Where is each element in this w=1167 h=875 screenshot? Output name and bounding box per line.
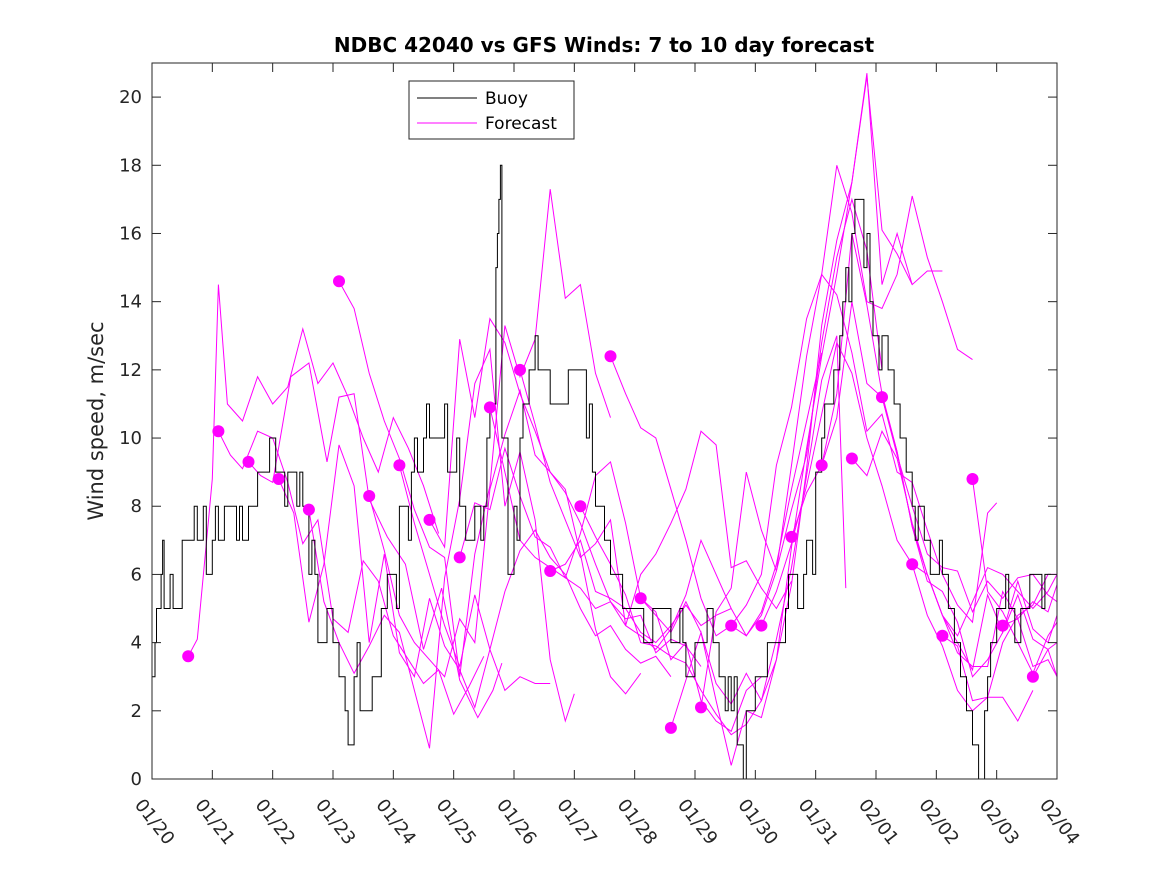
forecast-start-point bbox=[755, 619, 768, 632]
forecast-series-line bbox=[459, 446, 732, 651]
y-tick-label: 18 bbox=[119, 155, 142, 176]
y-tick-label: 14 bbox=[119, 292, 142, 313]
forecast-series-line bbox=[851, 429, 1057, 637]
forecast-series-line bbox=[278, 444, 551, 709]
y-tick-label: 12 bbox=[119, 360, 142, 381]
forecast-start-point bbox=[544, 565, 557, 577]
forecast-series-line bbox=[429, 317, 702, 667]
buoy-series-line bbox=[152, 164, 1051, 779]
forecast-series-line bbox=[700, 165, 973, 708]
forecast-series-line bbox=[368, 388, 642, 695]
forecast-start-point bbox=[423, 513, 436, 526]
forecast-start-point bbox=[574, 500, 587, 513]
y-tick-label: 8 bbox=[131, 496, 142, 517]
legend-box bbox=[408, 80, 575, 140]
legend: Buoy Forecast bbox=[408, 80, 575, 140]
buoy-lines bbox=[152, 164, 1051, 779]
y-tick-label: 6 bbox=[131, 564, 142, 585]
plot-frame bbox=[151, 62, 1058, 780]
chart-title: NDBC 42040 vs GFS Winds: 7 to 10 day for… bbox=[334, 33, 875, 57]
forecast-series-line bbox=[911, 563, 1057, 667]
forecast-start-point bbox=[936, 629, 949, 642]
forecast-start-point bbox=[996, 619, 1009, 632]
forecast-markers bbox=[182, 275, 1039, 734]
forecast-series-line bbox=[549, 352, 823, 644]
forecast-start-point bbox=[393, 459, 406, 472]
forecast-lines bbox=[187, 73, 1057, 766]
forecast-start-point bbox=[725, 619, 738, 632]
forecast-start-point bbox=[815, 459, 828, 472]
forecast-start-point bbox=[785, 530, 798, 543]
forecast-start-point bbox=[514, 363, 526, 376]
forecast-series-line bbox=[489, 407, 762, 733]
forecast-series-line bbox=[187, 284, 440, 657]
y-tick-label: 16 bbox=[119, 223, 142, 244]
forecast-start-point bbox=[1026, 670, 1039, 683]
y-tick-label: 2 bbox=[131, 701, 142, 722]
forecast-start-point bbox=[966, 473, 979, 485]
y-axis: 0 2 4 6 8 10 12 14 16 18 20 bbox=[119, 87, 1057, 790]
forecast-series-line bbox=[942, 573, 1057, 702]
forecast-start-point bbox=[634, 592, 647, 605]
forecast-start-point bbox=[302, 503, 315, 516]
forecast-series-line bbox=[670, 76, 943, 766]
forecast-start-point bbox=[363, 490, 376, 502]
forecast-series-line bbox=[1032, 642, 1057, 677]
forecast-start-point bbox=[876, 391, 888, 404]
forecast-series-line bbox=[730, 273, 998, 626]
y-tick-label: 10 bbox=[119, 428, 142, 449]
y-tick-label: 0 bbox=[131, 769, 142, 790]
forecast-start-point bbox=[182, 650, 195, 663]
forecast-series-line bbox=[398, 465, 672, 677]
forecast-start-point bbox=[272, 473, 285, 485]
forecast-series-line bbox=[338, 189, 611, 677]
forecast-start-point bbox=[212, 425, 225, 438]
forecast-start-point bbox=[242, 455, 255, 468]
forecast-series-line bbox=[308, 347, 575, 749]
legend-buoy-label: Buoy bbox=[485, 89, 528, 109]
forecast-start-point bbox=[664, 721, 677, 734]
y-tick-label: 20 bbox=[119, 87, 142, 108]
y-axis-label: Wind speed, m/sec bbox=[84, 321, 108, 520]
forecast-start-point bbox=[483, 401, 496, 414]
forecast-start-point bbox=[453, 551, 466, 564]
forecast-start-point bbox=[695, 701, 707, 714]
forecast-series-line bbox=[821, 233, 1057, 678]
forecast-start-point bbox=[845, 452, 858, 465]
forecast-series-line bbox=[519, 369, 792, 626]
y-tick-label: 4 bbox=[131, 633, 142, 654]
forecast-series-line bbox=[610, 197, 883, 637]
legend-forecast-label: Forecast bbox=[485, 114, 557, 134]
forecast-start-point bbox=[604, 350, 617, 363]
forecast-start-point bbox=[906, 558, 919, 571]
forecast-start-point bbox=[333, 275, 345, 288]
forecast-series-line bbox=[579, 335, 847, 736]
forecast-series-line bbox=[1002, 618, 1057, 677]
